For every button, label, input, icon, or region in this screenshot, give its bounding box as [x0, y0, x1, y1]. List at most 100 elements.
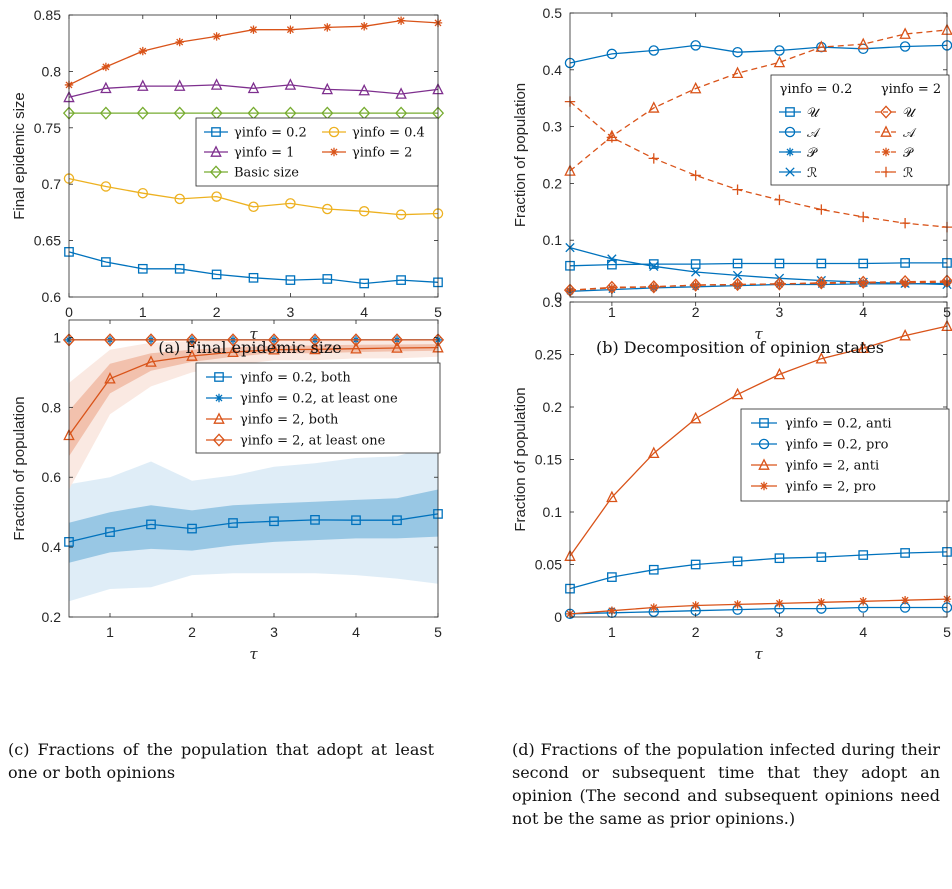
- series-line: [569, 101, 948, 228]
- y-tick-label: 1: [53, 329, 61, 345]
- legend-entry-2: γinfo = 2, both: [206, 412, 339, 428]
- legend: γinfo = 0.2, anti γinfo = 0.2, pro γinfo =…: [740, 408, 950, 502]
- data-point: [691, 601, 700, 610]
- legend-entry-4: Basic size: [204, 165, 299, 181]
- data-point: [775, 279, 784, 289]
- data-point: [690, 559, 701, 570]
- marker-diamond: [647, 280, 660, 294]
- data-point: [395, 87, 407, 99]
- data-point: [775, 599, 784, 608]
- data-point: [858, 550, 869, 560]
- y-tick-label: 0.4: [42, 539, 62, 555]
- y-tick-label: 0: [554, 609, 562, 625]
- y-tick-label: 0.2: [543, 175, 563, 191]
- marker-circle: [322, 203, 333, 215]
- series-5: [564, 23, 952, 176]
- legend-label: 𝒫: [807, 146, 818, 161]
- data-point: [900, 278, 910, 287]
- data-point: [99, 106, 112, 120]
- marker-star: [214, 393, 224, 403]
- legend-marker: [214, 372, 224, 382]
- data-point: [647, 280, 660, 294]
- legend-marker: [209, 165, 223, 179]
- x-tick-label: 1: [608, 624, 616, 640]
- data-point: [607, 254, 617, 264]
- data-point: [350, 341, 362, 354]
- marker-circle: [174, 193, 185, 205]
- y-tick-label: 0.7: [42, 176, 62, 192]
- series-4: [62, 106, 445, 120]
- legend: γinfo = 0.2, both γinfo = 0.2, at least o…: [195, 362, 441, 454]
- marker-square: [816, 258, 827, 269]
- marker-triangle: [186, 349, 198, 361]
- legend-marker: [880, 166, 892, 178]
- marker-circle: [137, 187, 149, 199]
- data-point: [248, 201, 259, 213]
- marker-diamond: [209, 165, 223, 179]
- data-point: [858, 258, 869, 269]
- legend-entry-5: 𝒜: [875, 125, 917, 141]
- band-inner-0: [69, 489, 438, 563]
- data-point: [858, 211, 869, 223]
- marker-diamond: [267, 333, 281, 347]
- data-point: [247, 81, 260, 94]
- legend-marker: [759, 418, 769, 428]
- data-point: [690, 40, 701, 51]
- legend-entry-1: γinfo = 0.4: [322, 126, 425, 141]
- marker-square: [690, 259, 701, 269]
- marker-star: [859, 278, 868, 287]
- marker-plus: [690, 170, 701, 181]
- data-point: [100, 181, 112, 192]
- marker-square: [101, 257, 111, 267]
- marker-square: [607, 572, 617, 582]
- data-point: [732, 556, 743, 567]
- marker-square: [732, 556, 743, 567]
- data-point: [731, 66, 744, 79]
- marker-triangle: [100, 81, 112, 94]
- marker-square: [816, 552, 827, 563]
- y-tick-label: 0.15: [535, 452, 562, 468]
- data-point: [285, 198, 296, 209]
- marker-circle: [606, 48, 618, 60]
- marker-triangle: [758, 458, 770, 470]
- data-point: [349, 333, 363, 347]
- marker-triangle: [880, 125, 892, 137]
- series-line: [569, 281, 948, 291]
- y-tick-label: 0.5: [543, 5, 563, 21]
- series-2: [63, 340, 444, 441]
- legend-label: 𝒰: [903, 106, 917, 121]
- data-point: [900, 548, 910, 558]
- legend-label: 𝒫: [903, 146, 914, 161]
- marker-triangle: [350, 341, 362, 354]
- marker-square: [774, 258, 785, 269]
- marker-diamond: [144, 333, 158, 347]
- marker-star: [775, 279, 784, 289]
- marker-triangle: [173, 79, 186, 91]
- data-point: [816, 552, 827, 563]
- series-1: [564, 602, 952, 620]
- y-tick-label: 0.65: [34, 233, 61, 249]
- marker-triangle: [731, 66, 744, 79]
- data-point: [691, 280, 700, 290]
- marker-diamond: [103, 333, 117, 347]
- marker-x: [732, 270, 743, 281]
- series-line: [68, 251, 439, 285]
- data-point: [249, 25, 258, 34]
- y-tick-label: 0: [554, 289, 562, 305]
- data-point: [607, 259, 617, 270]
- marker-square: [269, 516, 279, 527]
- data-point: [649, 282, 658, 291]
- data-point: [732, 46, 743, 58]
- x-tick-label: 0: [65, 304, 73, 320]
- data-point: [358, 206, 370, 217]
- marker-plus: [732, 184, 743, 195]
- data-point: [391, 341, 403, 353]
- legend-box: [195, 117, 439, 187]
- series-line: [569, 262, 947, 267]
- marker-triangle: [606, 490, 618, 503]
- marker-plus: [880, 166, 892, 178]
- legend-marker: [879, 105, 893, 119]
- data-point: [173, 106, 186, 120]
- marker-circle: [648, 45, 660, 56]
